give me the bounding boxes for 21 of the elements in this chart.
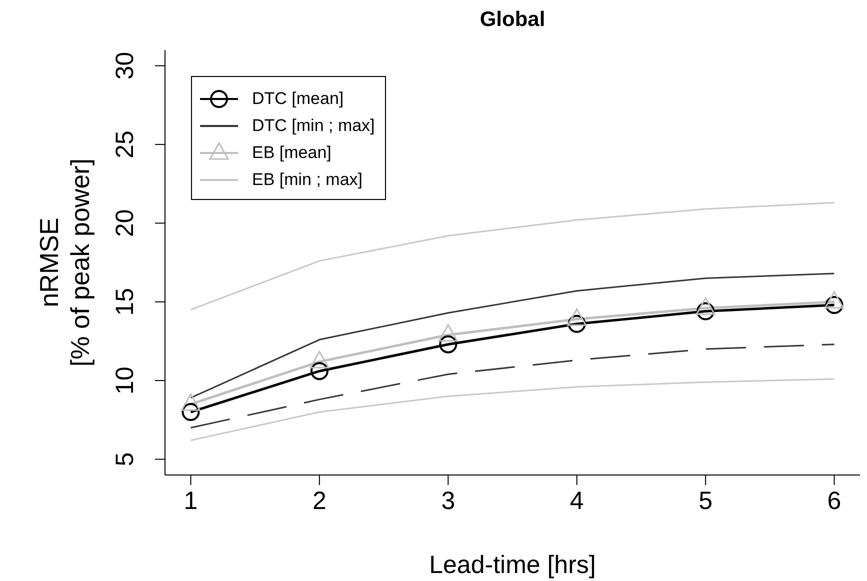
y-tick-label: 15: [111, 288, 139, 316]
y-axis-title: nRMSE [% of peak power]: [34, 158, 95, 367]
legend-label: DTC [mean]: [252, 88, 344, 108]
legend-label: EB [mean]: [252, 142, 332, 162]
y-tick-label: 20: [111, 209, 139, 238]
x-tick-label: 6: [827, 486, 842, 515]
y-tick-label: 30: [111, 52, 139, 80]
x-tick-label: 1: [184, 486, 198, 515]
y-tick-label: 25: [111, 130, 139, 158]
legend-label: EB [min ; max]: [252, 170, 363, 190]
x-tick-label: 2: [312, 486, 326, 515]
x-tick-label: 3: [441, 486, 456, 515]
y-tick-label: 5: [111, 452, 139, 466]
x-tick-label: 4: [570, 486, 584, 515]
line-series: [190, 378, 836, 442]
chart-title: Global: [478, 8, 546, 32]
y-tick-label: 10: [111, 366, 139, 394]
line-series: [190, 202, 836, 310]
x-axis-title: Lead-time [hrs]: [429, 551, 596, 579]
legend-label: DTC [min ; max]: [252, 116, 375, 136]
x-tick-label: 5: [698, 486, 713, 515]
